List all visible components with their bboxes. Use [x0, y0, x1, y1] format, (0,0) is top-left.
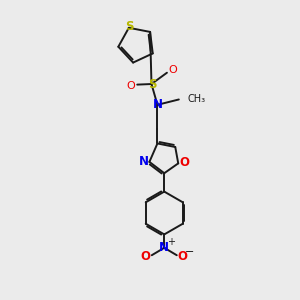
Text: O: O	[126, 81, 135, 91]
Text: N: N	[159, 241, 169, 254]
Text: −: −	[184, 247, 194, 257]
Text: N: N	[152, 98, 162, 111]
Text: O: O	[168, 65, 177, 75]
Text: CH₃: CH₃	[187, 94, 205, 104]
Text: O: O	[141, 250, 151, 263]
Text: N: N	[139, 155, 148, 168]
Text: +: +	[167, 237, 175, 248]
Text: S: S	[148, 77, 156, 91]
Text: S: S	[125, 20, 134, 32]
Text: O: O	[178, 250, 188, 263]
Text: O: O	[179, 156, 189, 169]
